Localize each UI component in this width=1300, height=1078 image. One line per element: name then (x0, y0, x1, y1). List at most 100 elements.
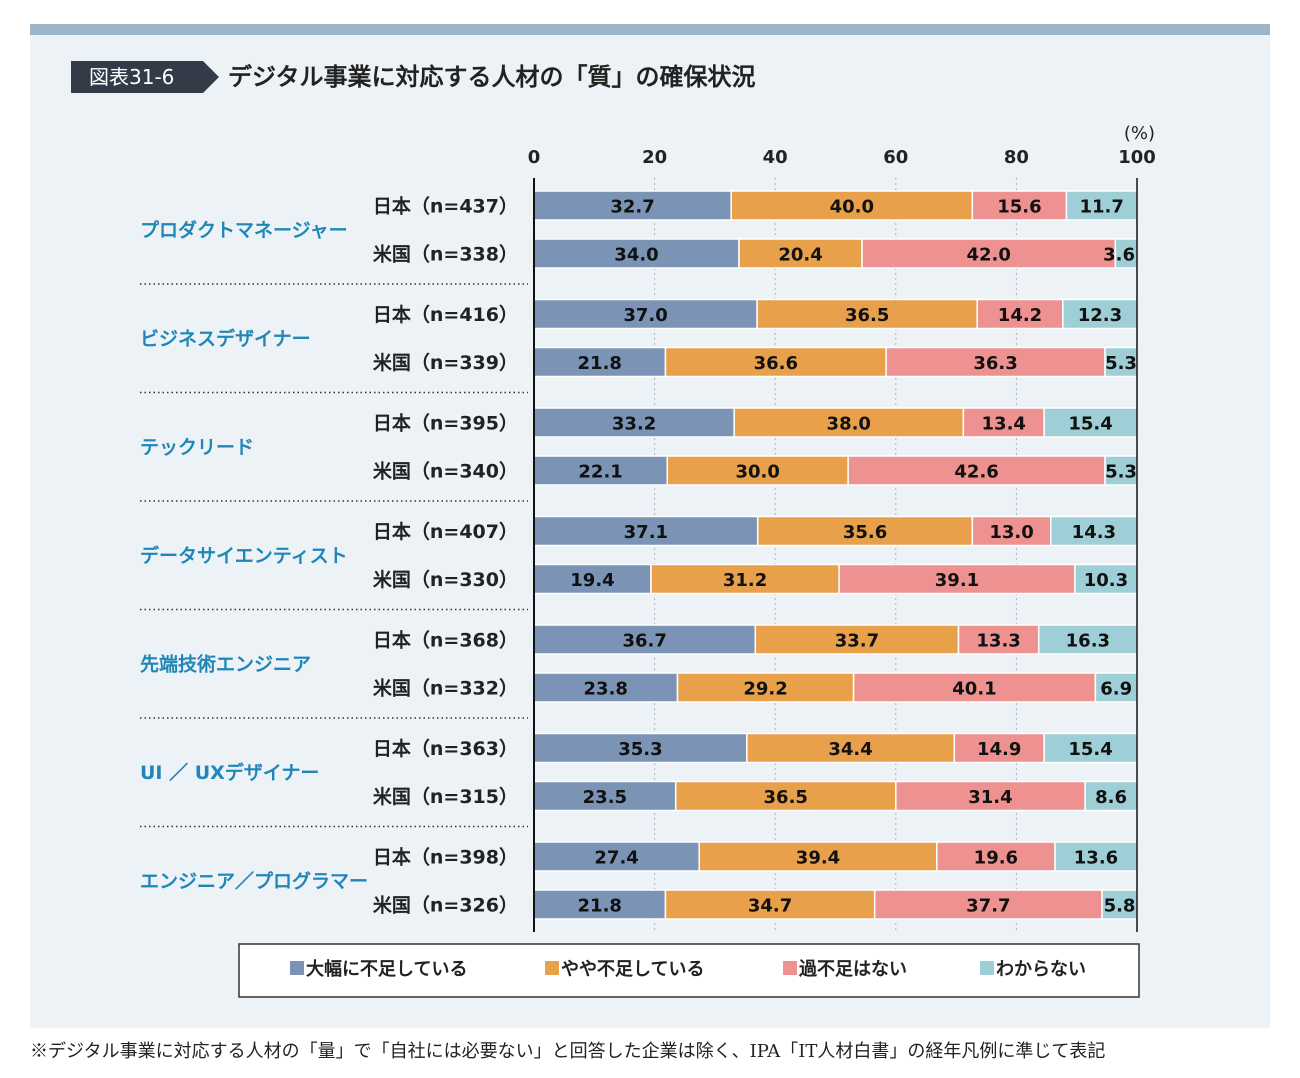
x-tick-label: 0 (528, 147, 541, 168)
bar-segment (733, 407, 965, 438)
bar-segment (1037, 624, 1138, 655)
value-label: 37.1 (624, 522, 668, 543)
value-label: 36.5 (764, 787, 808, 808)
value-label: 31.4 (968, 787, 1012, 808)
bar-segment (698, 841, 938, 872)
bar-segment (885, 346, 1106, 378)
value-label: 6.9 (1100, 679, 1132, 700)
bar-segment (664, 346, 887, 378)
value-label: 13.6 (1074, 848, 1118, 869)
category-label: 先端技術エンジニア (140, 653, 311, 676)
bar-segment (1104, 346, 1138, 378)
value-label: 15.4 (1068, 414, 1112, 435)
figure-number-badge: 図表31-6 (71, 61, 219, 93)
value-label: 29.2 (743, 679, 787, 700)
x-tick-label: 60 (883, 147, 908, 168)
category-label: ビジネスデザイナー (140, 327, 311, 350)
legend-label: わからない (996, 959, 1086, 980)
x-tick-label: 100 (1118, 147, 1156, 168)
row-label: 米国（n=340） (373, 460, 518, 483)
row-label: 米国（n=338） (373, 243, 518, 266)
bar-segment (962, 407, 1045, 438)
row-label: 日本（n=437） (373, 195, 518, 218)
legend-label: 過不足はない (799, 959, 907, 980)
bar-segment (1101, 889, 1138, 920)
value-label: 10.3 (1084, 570, 1128, 591)
bar-segment (971, 515, 1052, 547)
bar-segment (1062, 298, 1138, 330)
value-label: 14.9 (977, 739, 1021, 760)
axis-unit-label: (%) (1124, 123, 1155, 144)
value-label: 38.0 (827, 414, 871, 435)
value-label: 21.8 (578, 353, 622, 374)
value-label: 5.3 (1105, 353, 1137, 374)
value-label: 32.7 (610, 197, 654, 218)
legend-label: やや不足している (561, 959, 704, 980)
row-label: 米国（n=330） (373, 568, 518, 591)
x-tick-label: 20 (642, 147, 667, 168)
footnote: ※デジタル事業に対応する人材の「量」で「自社には必要ない」と回答した企業は除く、… (30, 1041, 1106, 1062)
category-label: UI ／ UXデザイナー (140, 761, 319, 784)
bar-segment (957, 624, 1040, 655)
value-label: 13.0 (989, 522, 1033, 543)
bar-segment (1043, 407, 1138, 438)
bar-segment (533, 732, 748, 764)
bar-segment (1050, 515, 1138, 547)
bar-segment (976, 298, 1064, 330)
value-label: 36.3 (973, 353, 1017, 374)
value-label: 33.2 (612, 414, 656, 435)
value-label: 21.8 (578, 896, 622, 917)
value-label: 35.6 (843, 522, 887, 543)
bar-segment (838, 563, 1076, 595)
value-label: 37.7 (966, 896, 1010, 917)
bar-segment (756, 515, 974, 547)
value-label: 12.3 (1078, 305, 1122, 326)
row-label: 米国（n=326） (373, 894, 518, 917)
bar-segment (1084, 780, 1138, 812)
category-label: エンジニア／プログラマー (140, 870, 368, 893)
value-label: 13.4 (982, 414, 1026, 435)
value-label: 8.6 (1095, 787, 1127, 808)
row-label: 日本（n=363） (373, 737, 518, 760)
x-tick-label: 40 (763, 147, 788, 168)
value-label: 13.3 (976, 631, 1020, 652)
legend-swatch (980, 961, 994, 975)
category-label: プロダクトマネージャー (140, 219, 348, 242)
row-label: 日本（n=395） (373, 412, 518, 435)
value-label: 19.4 (570, 570, 614, 591)
category-label: テックリード (140, 437, 254, 459)
value-label: 42.6 (954, 462, 998, 483)
row-label: 米国（n=315） (373, 785, 518, 808)
bar-segment (746, 732, 956, 764)
value-label: 39.1 (935, 570, 979, 591)
x-tick-label: 80 (1004, 147, 1029, 168)
category-label: データサイエンティスト (140, 544, 348, 567)
value-label: 34.7 (748, 896, 792, 917)
value-label: 16.3 (1066, 631, 1110, 652)
bar-segment (738, 238, 863, 269)
bar-segment (861, 238, 1117, 269)
value-label: 27.4 (594, 848, 638, 869)
legend-swatch (783, 961, 797, 975)
legend-label: 大幅に不足している (306, 958, 467, 980)
value-label: 36.7 (622, 631, 666, 652)
bar-segment (895, 780, 1086, 812)
row-label: 日本（n=407） (373, 520, 518, 543)
bar-segment (533, 346, 667, 378)
bar-segment (953, 732, 1045, 764)
bar-segment (1065, 190, 1138, 221)
value-label: 23.8 (584, 679, 628, 700)
value-label: 36.6 (754, 353, 798, 374)
value-label: 39.4 (796, 848, 840, 869)
value-label: 33.7 (835, 631, 879, 652)
value-label: 30.0 (736, 462, 780, 483)
bar-segment (533, 407, 735, 438)
row-label: 日本（n=398） (373, 846, 518, 869)
row-label: 米国（n=332） (373, 677, 518, 700)
figure-title: デジタル事業に対応する人材の「質」の確保状況 (228, 63, 756, 91)
value-label: 11.7 (1080, 197, 1124, 218)
bar-segment (533, 563, 652, 595)
value-label: 15.4 (1068, 739, 1112, 760)
row-label: 日本（n=368） (373, 629, 518, 652)
value-label: 14.3 (1072, 522, 1116, 543)
